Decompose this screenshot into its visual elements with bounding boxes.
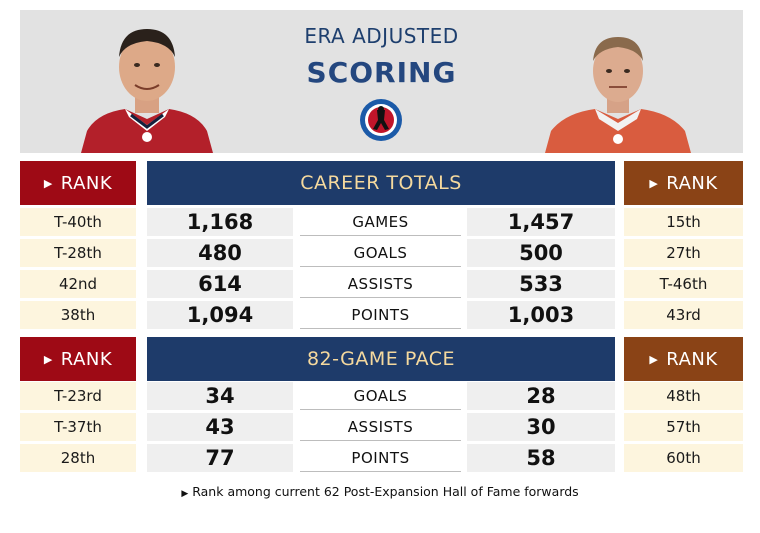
right-value-cell: 58 xyxy=(467,444,615,472)
stat-label-cell: ASSISTS xyxy=(300,413,461,441)
right-value-cell: 500 xyxy=(467,239,615,267)
right-rank-cell: 15th xyxy=(624,208,743,236)
arrow-right-icon: ▶ xyxy=(649,352,659,366)
left-rank-cell: 42nd xyxy=(20,270,136,298)
right-rank-cell: 27th xyxy=(624,239,743,267)
rank-header-right: ▶ RANK xyxy=(624,337,743,381)
right-value-cell: 1,457 xyxy=(467,208,615,236)
rank-header-right: ▶ RANK xyxy=(624,161,743,205)
right-rank-cell: T-46th xyxy=(624,270,743,298)
stat-label-cell: POINTS xyxy=(300,301,461,329)
left-rank-cell: 28th xyxy=(20,444,136,472)
arrow-right-icon: ▶ xyxy=(43,176,53,190)
left-value-cell: 43 xyxy=(147,413,293,441)
rank-header-label: RANK xyxy=(666,172,718,194)
left-rank-cell: T-28th xyxy=(20,239,136,267)
stat-label-cell: GOALS xyxy=(300,382,461,410)
left-rank-cell: T-23rd xyxy=(20,382,136,410)
stat-label-cell: POINTS xyxy=(300,444,461,472)
title-main: SCORING xyxy=(306,56,457,89)
left-rank-cell: T-40th xyxy=(20,208,136,236)
right-rank-cell: 57th xyxy=(624,413,743,441)
right-value-cell: 30 xyxy=(467,413,615,441)
right-rank-cell: 43rd xyxy=(624,301,743,329)
left-value-cell: 614 xyxy=(147,270,293,298)
left-rank-cell: 38th xyxy=(20,301,136,329)
left-rank-cell: T-37th xyxy=(20,413,136,441)
arrow-right-icon: ▶ xyxy=(43,352,53,366)
left-value-cell: 480 xyxy=(147,239,293,267)
rank-header-label: RANK xyxy=(666,348,718,370)
hockey-hall-of-fame-logo xyxy=(360,99,402,141)
right-rank-cell: 60th xyxy=(624,444,743,472)
left-value-cell: 34 xyxy=(147,382,293,410)
right-value-cell: 1,003 xyxy=(467,301,615,329)
right-value-cell: 28 xyxy=(467,382,615,410)
left-value-cell: 1,094 xyxy=(147,301,293,329)
arrow-right-icon: ▶ xyxy=(649,176,659,190)
section-header-82-game-pace: 82-GAME PACE xyxy=(147,337,615,381)
stat-label-cell: GAMES xyxy=(300,208,461,236)
title-top: ERA ADJUSTED xyxy=(304,24,459,48)
left-value-cell: 1,168 xyxy=(147,208,293,236)
arrow-right-icon: ▶ xyxy=(181,489,189,499)
player-left-photo xyxy=(81,29,213,153)
header-banner: ERA ADJUSTED SCORING xyxy=(20,10,743,153)
rank-header-label: RANK xyxy=(60,348,113,370)
rank-header-left: ▶ RANK xyxy=(20,161,136,205)
stat-label-cell: ASSISTS xyxy=(300,270,461,298)
right-rank-cell: 48th xyxy=(624,382,743,410)
footnote-text: Rank among current 62 Post-Expansion Hal… xyxy=(192,484,579,499)
footnote: ▶ Rank among current 62 Post-Expansion Ha… xyxy=(0,484,760,499)
rank-header-left: ▶ RANK xyxy=(20,337,136,381)
player-right-photo xyxy=(545,37,691,153)
right-value-cell: 533 xyxy=(467,270,615,298)
rank-header-label: RANK xyxy=(60,172,113,194)
section-header-career-totals: CAREER TOTALS xyxy=(147,161,615,205)
stat-label-cell: GOALS xyxy=(300,239,461,267)
left-value-cell: 77 xyxy=(147,444,293,472)
